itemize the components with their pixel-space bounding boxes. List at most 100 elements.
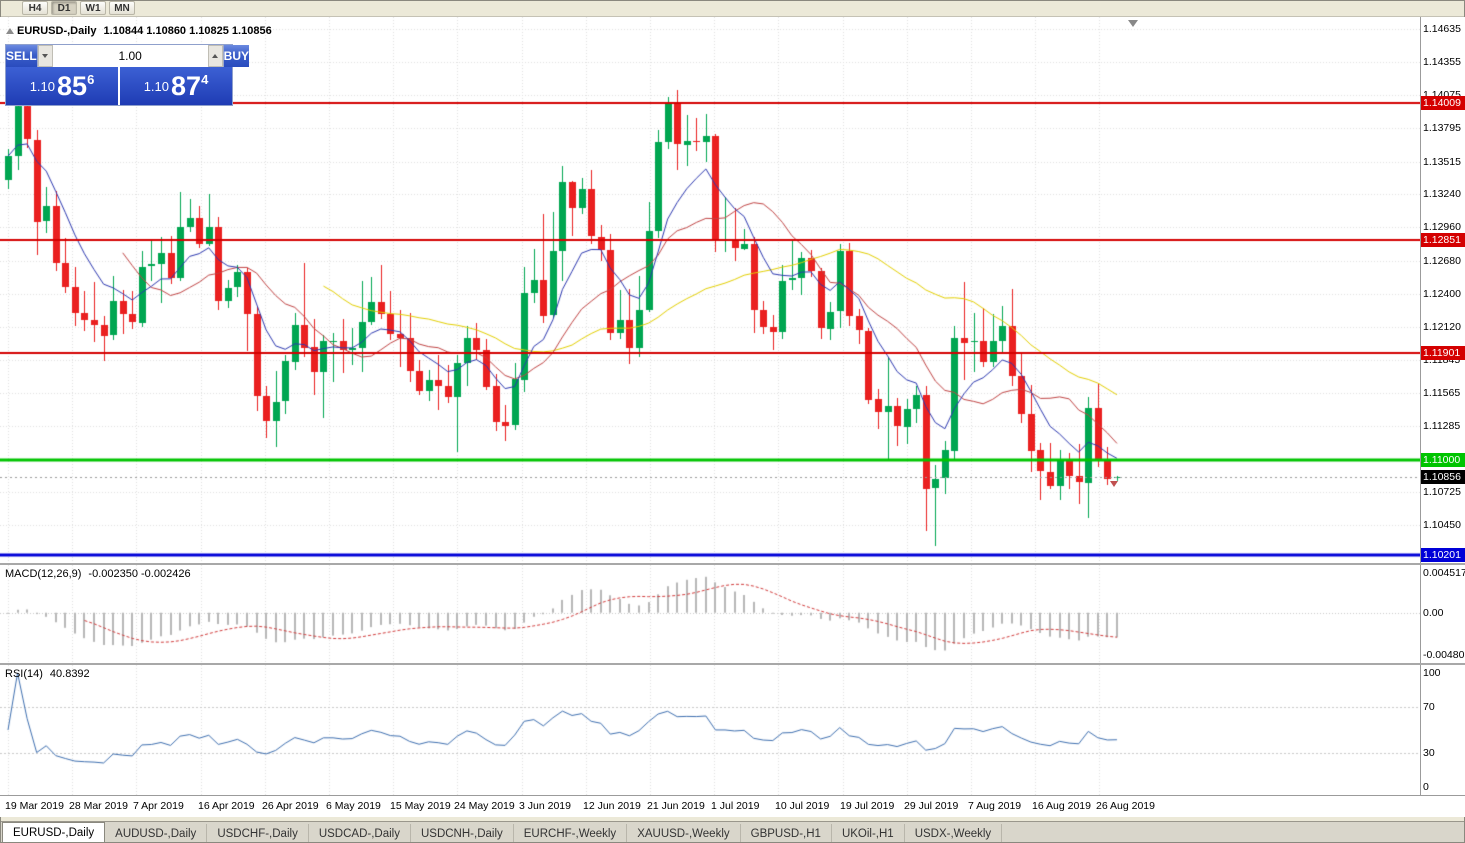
timeframe-button-mn[interactable]: MN bbox=[109, 1, 135, 15]
price-tick-label: 1.10725 bbox=[1423, 486, 1461, 499]
symbol-tab-usdx[interactable]: USDX-,Weekly bbox=[905, 824, 1003, 843]
date-label: 16 Aug 2019 bbox=[1032, 800, 1091, 812]
last-price-marker-icon bbox=[1110, 480, 1118, 487]
date-label: 26 Aug 2019 bbox=[1096, 800, 1155, 812]
price-divider bbox=[118, 67, 120, 105]
date-label: 21 Jun 2019 bbox=[647, 800, 705, 812]
rsi-axis-label: 0 bbox=[1423, 781, 1429, 793]
chart-shift-marker-icon[interactable] bbox=[1128, 20, 1138, 27]
rsi-indicator-label: RSI(14) 40.8392 bbox=[5, 668, 90, 680]
price-tick-label: 1.12960 bbox=[1423, 221, 1461, 234]
symbol-tab-xauusd[interactable]: XAUUSD-,Weekly bbox=[627, 824, 741, 843]
symbol-tab-usdchf[interactable]: USDCHF-,Daily bbox=[207, 824, 309, 843]
symbol-tab-usdcnh[interactable]: USDCNH-,Daily bbox=[411, 824, 514, 843]
price-tick-label: 1.13515 bbox=[1423, 155, 1461, 168]
date-label: 6 May 2019 bbox=[326, 800, 381, 812]
sell-price-pips: 85 bbox=[57, 70, 88, 101]
date-label: 7 Apr 2019 bbox=[133, 800, 184, 812]
arrow-down-icon bbox=[42, 54, 49, 58]
date-label: 28 Mar 2019 bbox=[69, 800, 128, 812]
arrow-up-icon bbox=[212, 54, 219, 58]
buy-price-fraction: 4 bbox=[201, 72, 209, 87]
timeframe-button-d1[interactable]: D1 bbox=[51, 1, 77, 15]
timeframe-button-w1[interactable]: W1 bbox=[80, 1, 106, 15]
buy-price-pips: 87 bbox=[171, 70, 202, 101]
sell-price-prefix: 1.10 bbox=[29, 78, 56, 94]
date-label: 26 Apr 2019 bbox=[262, 800, 319, 812]
panel-splitter[interactable] bbox=[0, 563, 1465, 565]
macd-axis-label: 0.004517 bbox=[1423, 567, 1465, 579]
rsi-axis-label: 30 bbox=[1423, 746, 1435, 759]
timeframe-button-h4[interactable]: H4 bbox=[22, 1, 48, 15]
price-tick-label: 1.12680 bbox=[1423, 254, 1461, 267]
rsi-axis-label: 100 bbox=[1423, 667, 1441, 679]
macd-axis[interactable]: 0.004517 0.00 -0.004806 bbox=[1420, 565, 1465, 663]
price-tick-label: 1.11565 bbox=[1423, 386, 1461, 399]
rsi-axis[interactable]: 100 70 30 0 bbox=[1420, 665, 1465, 795]
resistance-3-label: 1.11901 bbox=[1421, 345, 1465, 360]
price-tick-label: 1.11285 bbox=[1423, 420, 1461, 433]
symbol-tab-eurusd[interactable]: EURUSD-,Daily bbox=[2, 822, 106, 843]
symbol-tab-audusd[interactable]: AUDUSD-,Daily bbox=[105, 824, 208, 843]
buy-price-display[interactable]: 1.10 87 4 bbox=[120, 67, 232, 105]
symbol-tab-usdcad[interactable]: USDCAD-,Daily bbox=[309, 824, 411, 843]
date-label: 19 Jul 2019 bbox=[840, 800, 895, 812]
candlestick-chart-canvas[interactable] bbox=[0, 17, 1420, 563]
sell-price-display[interactable]: 1.10 85 6 bbox=[6, 67, 118, 105]
sell-button[interactable]: SELL bbox=[6, 45, 37, 67]
date-label: 15 May 2019 bbox=[390, 800, 451, 812]
timeframe-toolbar: H4 D1 W1 MN bbox=[0, 0, 1465, 17]
macd-axis-label: 0.00 bbox=[1423, 606, 1444, 619]
chart-title: EURUSD-,Daily 1.10844 1.10860 1.10825 1.… bbox=[17, 25, 272, 37]
price-tick-label: 1.13240 bbox=[1423, 188, 1461, 201]
price-axis[interactable]: 1.146351.143551.140751.137951.135151.132… bbox=[1420, 17, 1465, 563]
macd-panel: MACD(12,26,9) -0.002350 -0.002426 0.0045… bbox=[0, 565, 1465, 663]
date-label: 12 Jun 2019 bbox=[583, 800, 641, 812]
price-tick-label: 1.12120 bbox=[1423, 321, 1461, 333]
volume-control bbox=[36, 45, 224, 67]
symbol-tab-eurchf[interactable]: EURCHF-,Weekly bbox=[514, 824, 628, 843]
support-blue-label: 1.10201 bbox=[1421, 547, 1465, 562]
price-tick-label: 1.14355 bbox=[1423, 55, 1461, 68]
window-frame-bottom bbox=[0, 817, 1465, 821]
bid-price-label: 1.10856 bbox=[1421, 469, 1465, 484]
resistance-2-label: 1.12851 bbox=[1421, 233, 1465, 248]
rsi-value: 40.8392 bbox=[49, 668, 90, 680]
rsi-chart-canvas[interactable] bbox=[0, 665, 1420, 795]
date-label: 24 May 2019 bbox=[454, 800, 515, 812]
sell-price-fraction: 6 bbox=[87, 72, 95, 87]
date-label: 19 Mar 2019 bbox=[5, 800, 64, 812]
panel-splitter[interactable] bbox=[0, 663, 1465, 665]
macd-indicator-label: MACD(12,26,9) -0.002350 -0.002426 bbox=[5, 568, 191, 580]
rsi-axis-label: 70 bbox=[1423, 701, 1435, 714]
date-label: 3 Jun 2019 bbox=[519, 800, 571, 812]
chart-tab-bar: EURUSD-,Daily AUDUSD-,Daily USDCHF-,Daily U… bbox=[0, 821, 1465, 843]
chart-window: EURUSD-,Daily 1.10844 1.10860 1.10825 1.… bbox=[0, 17, 1465, 817]
date-label: 29 Jul 2019 bbox=[904, 800, 959, 812]
symbol-tab-gbpusd[interactable]: GBPUSD-,H1 bbox=[741, 824, 832, 843]
macd-axis-label: -0.004806 bbox=[1423, 649, 1465, 661]
buy-price-prefix: 1.10 bbox=[143, 78, 170, 94]
support-green-label: 1.11000 bbox=[1421, 452, 1465, 467]
buy-button[interactable]: BUY bbox=[223, 45, 250, 67]
date-label: 10 Jul 2019 bbox=[775, 800, 830, 812]
rsi-panel: RSI(14) 40.8392 100 70 30 0 bbox=[0, 665, 1465, 795]
one-click-trading-panel: SELL BUY 1.10 85 6 bbox=[5, 44, 250, 106]
price-tick-label: 1.12400 bbox=[1423, 287, 1461, 300]
volume-decrease-button[interactable] bbox=[37, 45, 53, 67]
resistance-1-label: 1.14009 bbox=[1421, 95, 1465, 110]
rsi-name: RSI(14) bbox=[5, 668, 43, 680]
volume-input[interactable] bbox=[52, 45, 208, 67]
volume-increase-button[interactable] bbox=[207, 45, 223, 67]
price-tick-label: 1.13795 bbox=[1423, 122, 1461, 135]
macd-values: -0.002350 -0.002426 bbox=[88, 568, 191, 580]
macd-chart-canvas[interactable] bbox=[0, 565, 1420, 663]
one-click-collapse-icon[interactable] bbox=[6, 28, 14, 34]
date-axis[interactable]: 19 Mar 2019 28 Mar 2019 7 Apr 2019 16 Apr 2… bbox=[0, 795, 1465, 817]
price-tick-label: 1.10450 bbox=[1423, 519, 1461, 532]
date-label: 7 Aug 2019 bbox=[968, 800, 1022, 812]
chart-ohlc-values: 1.10844 1.10860 1.10825 1.10856 bbox=[103, 25, 272, 37]
symbol-tab-ukoil[interactable]: UKOil-,H1 bbox=[832, 824, 905, 843]
macd-name: MACD(12,26,9) bbox=[5, 568, 82, 580]
